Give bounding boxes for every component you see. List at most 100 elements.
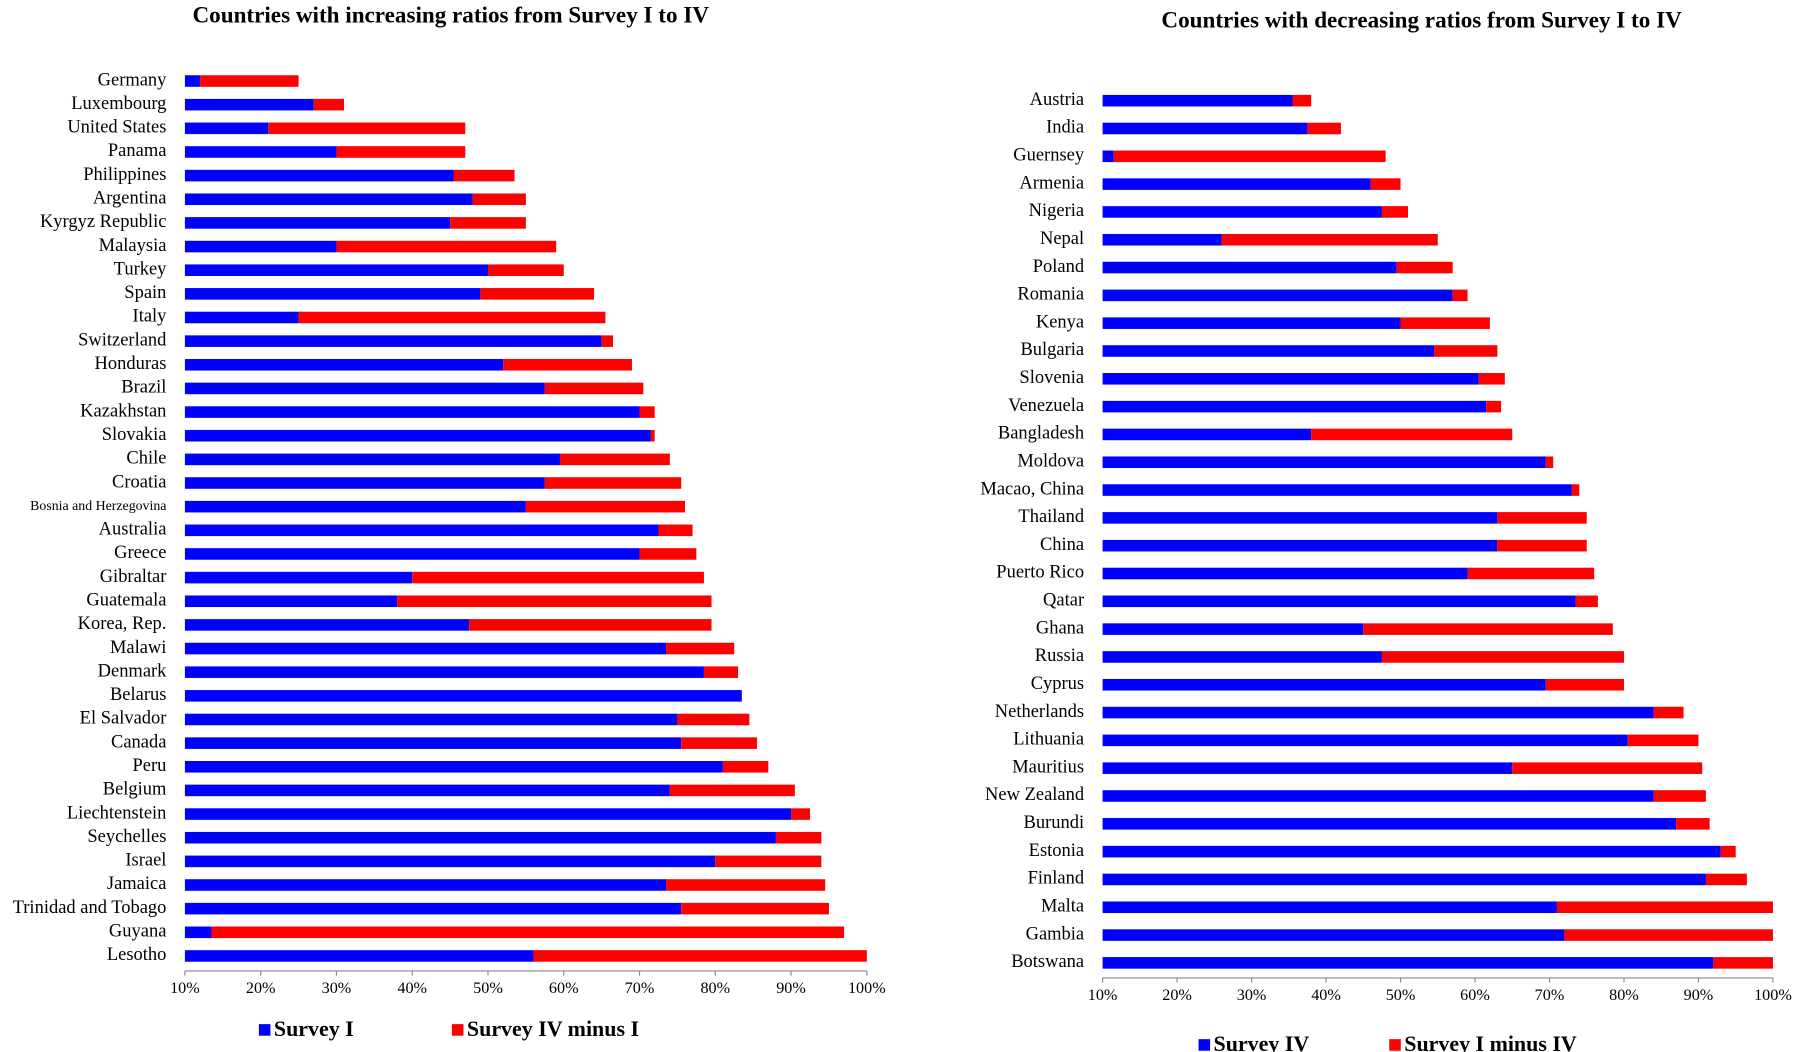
y-tick-label: Estonia	[1029, 840, 1084, 860]
y-tick-label: Italy	[133, 306, 168, 326]
x-tick-label: 80%	[700, 980, 730, 997]
legend-label: Survey IV	[1214, 1031, 1310, 1052]
y-tick-label: Lithuania	[1013, 729, 1084, 749]
bar-segment	[184, 619, 470, 631]
x-tick-label: 20%	[1162, 987, 1192, 1004]
y-tick-label: Botswana	[1011, 951, 1084, 971]
bar-segment	[1102, 233, 1222, 246]
bar-segment	[559, 453, 670, 466]
bar-segment	[722, 760, 769, 773]
bar-segment	[1102, 762, 1513, 774]
bar-segment	[1102, 957, 1714, 969]
bar-segment	[184, 500, 526, 513]
bar-segment	[1627, 734, 1699, 747]
bar-segment	[715, 855, 822, 868]
bar-segment	[313, 98, 345, 111]
bar-segment	[397, 595, 712, 608]
bar-segment	[1102, 373, 1479, 385]
bar-segment	[184, 524, 659, 537]
bar-segment	[184, 429, 651, 442]
bar-segment	[184, 240, 337, 253]
bar-segment	[544, 382, 644, 395]
bar-segment	[1102, 873, 1706, 886]
y-tick-label: Chile	[126, 448, 166, 468]
bar-segment	[666, 879, 826, 891]
bar-segment	[1102, 317, 1401, 329]
bar-segment	[211, 926, 845, 939]
bar-segment	[184, 902, 682, 915]
y-tick-label: Malaysia	[99, 235, 167, 255]
y-tick-label: Nigeria	[1029, 200, 1084, 220]
y-tick-label: Puerto Rico	[996, 562, 1084, 582]
y-tick-label: Guernsey	[1013, 145, 1085, 165]
x-tick-label: 80%	[1609, 987, 1639, 1004]
y-tick-label: Poland	[1033, 256, 1085, 276]
bar-segment	[184, 98, 314, 111]
bar-segment	[480, 288, 595, 300]
bar-segment	[184, 926, 212, 939]
y-tick-label: Germany	[98, 69, 168, 89]
bar-segment	[184, 311, 299, 324]
y-tick-label: Trinidad and Tobago	[13, 897, 167, 917]
bar-segment	[1363, 623, 1613, 635]
bar-segment	[1292, 94, 1312, 107]
bar-segment	[1102, 345, 1435, 357]
x-tick-label: 60%	[1460, 987, 1490, 1004]
bar-segment	[1497, 512, 1587, 524]
y-tick-label: Croatia	[112, 471, 166, 491]
bar-segment	[184, 453, 560, 466]
bar-segment	[184, 595, 398, 608]
x-tick-label: 70%	[1535, 987, 1565, 1004]
bar-segment	[184, 950, 534, 962]
bar-segment	[184, 548, 640, 560]
bar-segment	[184, 855, 716, 868]
y-tick-label: Argentina	[93, 188, 167, 208]
y-tick-label: Brazil	[121, 377, 166, 397]
bar-segment	[184, 760, 723, 773]
bar-segment	[1311, 428, 1513, 441]
bar-segment	[1575, 595, 1598, 608]
y-tick-label: Macao, China	[980, 478, 1084, 498]
bar-segment	[1102, 122, 1308, 135]
legend-swatch	[451, 1024, 464, 1036]
bar-segment	[1370, 178, 1401, 190]
bar-segment	[1467, 567, 1595, 580]
bar-segment	[336, 146, 466, 158]
bar-segment	[1564, 929, 1773, 941]
y-tick-label: Kazakhstan	[80, 400, 166, 420]
bar-segment	[1381, 206, 1408, 218]
bar-segment	[1571, 484, 1580, 496]
bar-segment	[1497, 539, 1587, 552]
legend-swatch	[1198, 1039, 1211, 1051]
y-tick-label: Moldova	[1017, 450, 1084, 470]
bar-segment	[681, 737, 757, 749]
bar-segment	[791, 808, 811, 820]
y-tick-label: Israel	[125, 850, 166, 870]
bar-segment	[184, 690, 742, 702]
y-tick-label: Belarus	[110, 684, 166, 704]
bar-segment	[775, 831, 822, 844]
y-tick-label: Luxembourg	[71, 93, 166, 113]
bar-segment	[1102, 595, 1576, 608]
bar-segment	[1102, 428, 1312, 441]
bar-segment	[268, 122, 466, 135]
y-tick-label: Kenya	[1036, 311, 1084, 331]
bar-segment	[1102, 929, 1565, 941]
bar-segment	[1307, 122, 1341, 135]
bar-segment	[1102, 150, 1114, 163]
bar-segment	[1102, 289, 1453, 302]
bar-segment	[1102, 178, 1371, 190]
chart-title: Countries with increasing ratios from Su…	[192, 2, 709, 28]
y-tick-label: Romania	[1017, 284, 1084, 304]
y-tick-label: United States	[67, 117, 166, 137]
legend-swatch	[258, 1024, 271, 1036]
bar-segment	[1102, 261, 1397, 274]
bar-segment	[1545, 456, 1554, 469]
bar-segment	[184, 217, 451, 229]
y-tick-label: New Zealand	[985, 784, 1085, 804]
legend-swatch	[1389, 1039, 1401, 1051]
y-tick-label: Gambia	[1026, 923, 1085, 943]
bar-segment	[1381, 651, 1624, 663]
bar-segment	[184, 122, 269, 135]
bar-segment	[184, 75, 201, 87]
